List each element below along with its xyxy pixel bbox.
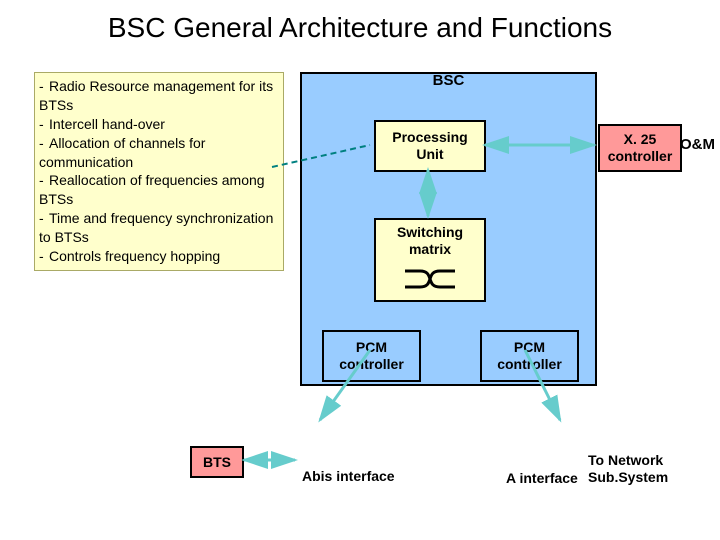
function-item: -Reallocation of frequencies among BTSs (39, 171, 277, 209)
switching-matrix-box: Switchingmatrix (374, 218, 486, 302)
pcm-controller-right: PCMcontroller (480, 330, 579, 382)
netsub-line1: To Network (588, 452, 663, 468)
network-subsystem-label: To Network Sub.System (588, 452, 668, 486)
function-item: -Radio Resource management for its BTSs (39, 77, 277, 115)
functions-list: -Radio Resource management for its BTSs-… (34, 72, 284, 271)
function-item: -Intercell hand-over (39, 115, 277, 134)
bsc-label: BSC (302, 72, 595, 89)
bts-box: BTS (190, 446, 244, 478)
function-item: -Time and frequency synchronization to B… (39, 209, 277, 247)
page-title: BSC General Architecture and Functions (0, 12, 720, 44)
x25-controller-box: X. 25controller (598, 124, 682, 172)
switch-symbol-icon (400, 266, 460, 292)
processing-unit-box: ProcessingUnit (374, 120, 486, 172)
om-label: O&M (680, 136, 715, 153)
abis-interface-label: Abis interface (302, 468, 395, 484)
switching-matrix-label: Switchingmatrix (376, 224, 484, 258)
pcm-controller-left: PCMcontroller (322, 330, 421, 382)
function-item: -Controls frequency hopping (39, 247, 277, 266)
netsub-line2: Sub.System (588, 469, 668, 485)
function-item: -Allocation of channels for communicatio… (39, 134, 277, 172)
a-interface-label: A interface (506, 470, 578, 486)
